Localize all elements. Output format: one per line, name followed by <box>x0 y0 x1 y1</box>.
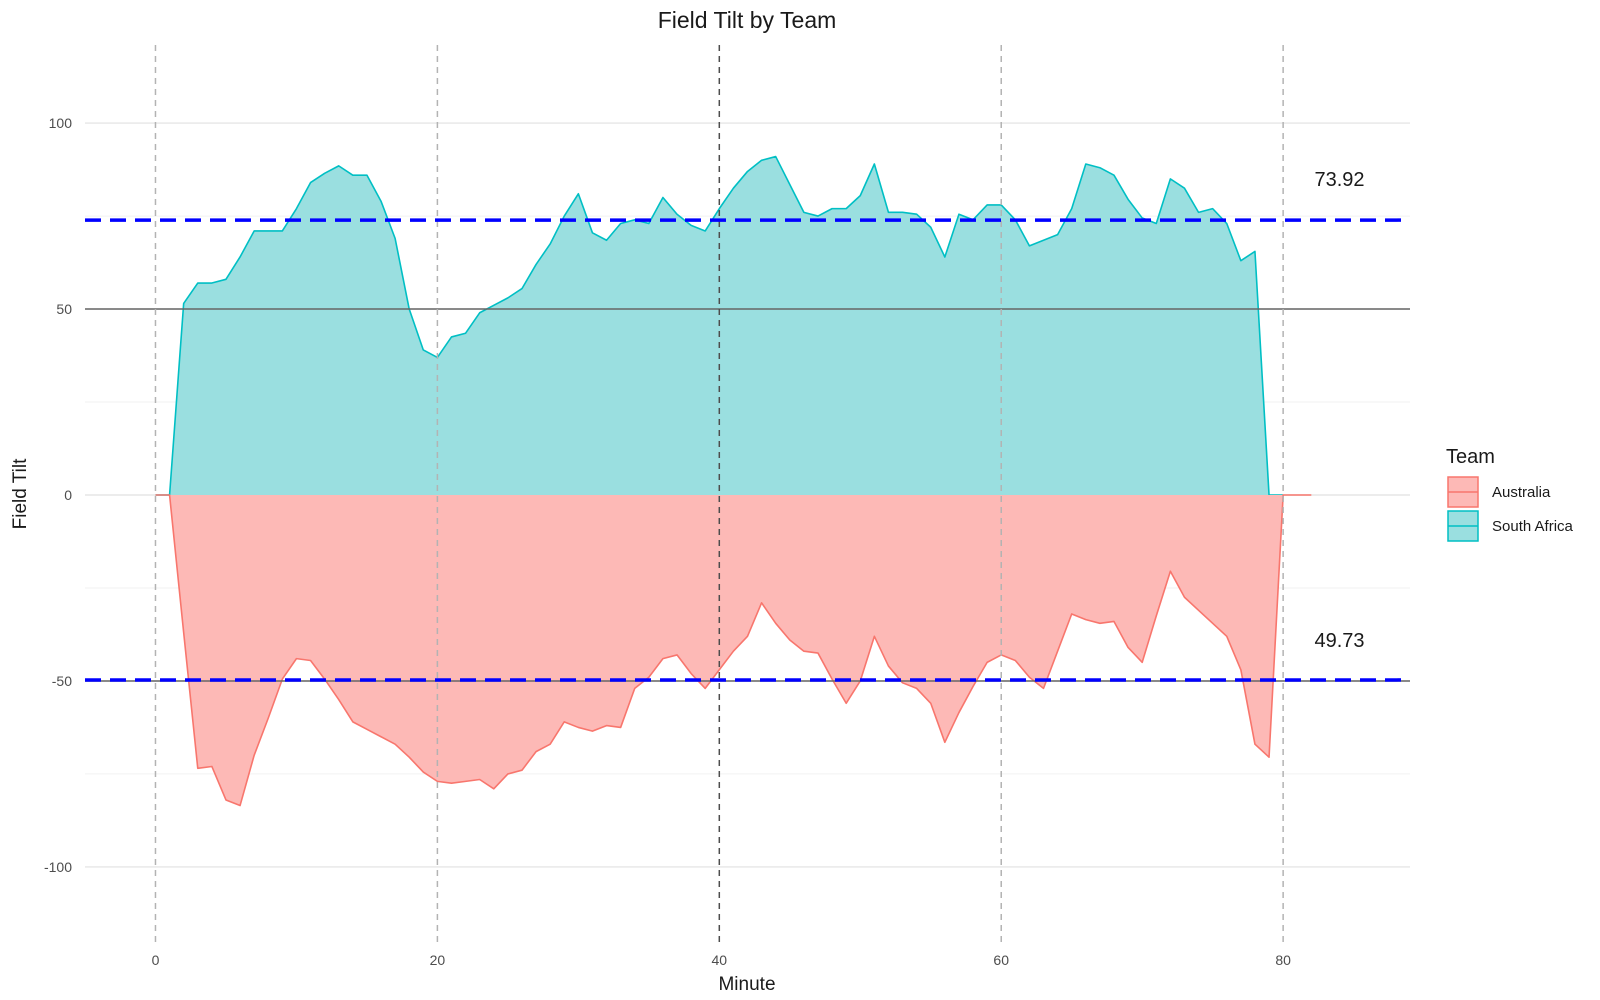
chart-title: Field Tilt by Team <box>658 7 837 33</box>
y-tick-label: 100 <box>49 115 73 131</box>
tick-labels: -100 -50 0 50 100 0 20 40 60 80 <box>44 115 1291 968</box>
legend: Team Australia South Africa <box>1446 446 1574 542</box>
x-tick-label: 40 <box>712 952 728 968</box>
legend-keys: Australia South Africa <box>1447 476 1574 542</box>
mean-annotation: 73.92 <box>1314 169 1364 191</box>
reference-lines <box>85 45 1410 945</box>
area-line-australia <box>155 494 1312 807</box>
x-tick-label: 0 <box>152 952 160 968</box>
area-series <box>155 155 1312 807</box>
area-line-south-africa <box>155 155 1284 496</box>
y-tick-label: 0 <box>64 487 72 503</box>
y-tick-label: -50 <box>52 673 72 689</box>
x-axis-title: Minute <box>718 974 775 995</box>
y-tick-label: 50 <box>56 301 72 317</box>
y-tick-label: -100 <box>44 859 72 875</box>
mean-annotation: 49.73 <box>1314 630 1364 652</box>
y-axis-title: Field Tilt <box>10 458 31 529</box>
x-tick-label: 20 <box>430 952 446 968</box>
x-tick-label: 60 <box>993 952 1009 968</box>
x-tick-label: 80 <box>1275 952 1291 968</box>
legend-label-south-africa: South Africa <box>1492 518 1574 535</box>
annotations: 73.92 49.73 <box>1314 169 1364 652</box>
legend-title: Team <box>1446 446 1495 468</box>
legend-label-australia: Australia <box>1492 484 1551 501</box>
